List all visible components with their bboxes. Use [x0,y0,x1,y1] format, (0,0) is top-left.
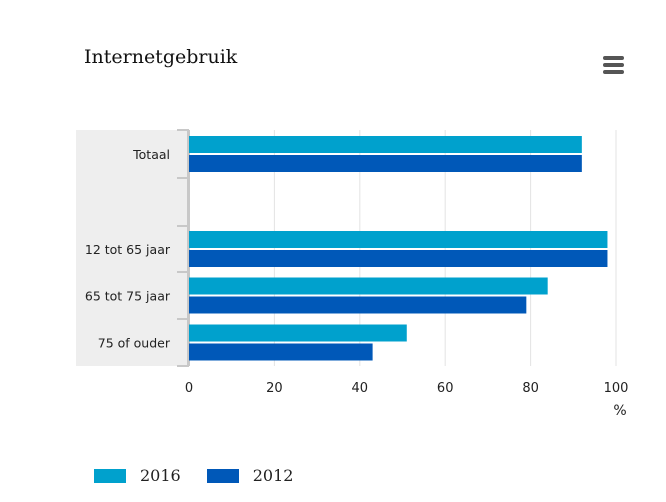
x-tick-label: 100 [604,381,629,396]
bar-2016 [189,324,407,342]
legend-item-2012[interactable]: 2012 [206,466,294,485]
category-label: Totaal [132,147,170,162]
x-tick-label: 0 [185,381,193,396]
bar-2012 [189,343,373,361]
x-tick-label: 60 [437,381,454,396]
bar-2016 [189,277,548,295]
bar-2016 [189,136,582,153]
legend-label: 2016 [140,466,181,485]
category-label-panel [76,130,189,366]
bar-2012 [189,155,582,172]
menu-icon[interactable] [600,54,628,76]
legend-item-2016[interactable]: 2016 [94,466,181,485]
bar-2012 [189,296,527,314]
category-label: 12 tot 65 jaar [85,242,171,257]
legend-swatch-2012 [206,468,239,483]
legend-label: 2012 [252,466,294,485]
category-label: 75 of ouder [98,336,171,351]
x-axis-unit-label: % [613,403,626,419]
x-tick-label: 40 [352,381,369,396]
chart-title: Internetgebruik [84,46,238,68]
x-tick-label: 80 [522,381,539,396]
bar-2016 [189,231,608,248]
legend: 2016 2012 [94,466,293,485]
category-label: 65 tot 75 jaar [85,289,171,304]
bar-2012 [189,250,608,267]
x-tick-label: 20 [266,381,283,396]
legend-swatch-2016 [94,468,126,483]
